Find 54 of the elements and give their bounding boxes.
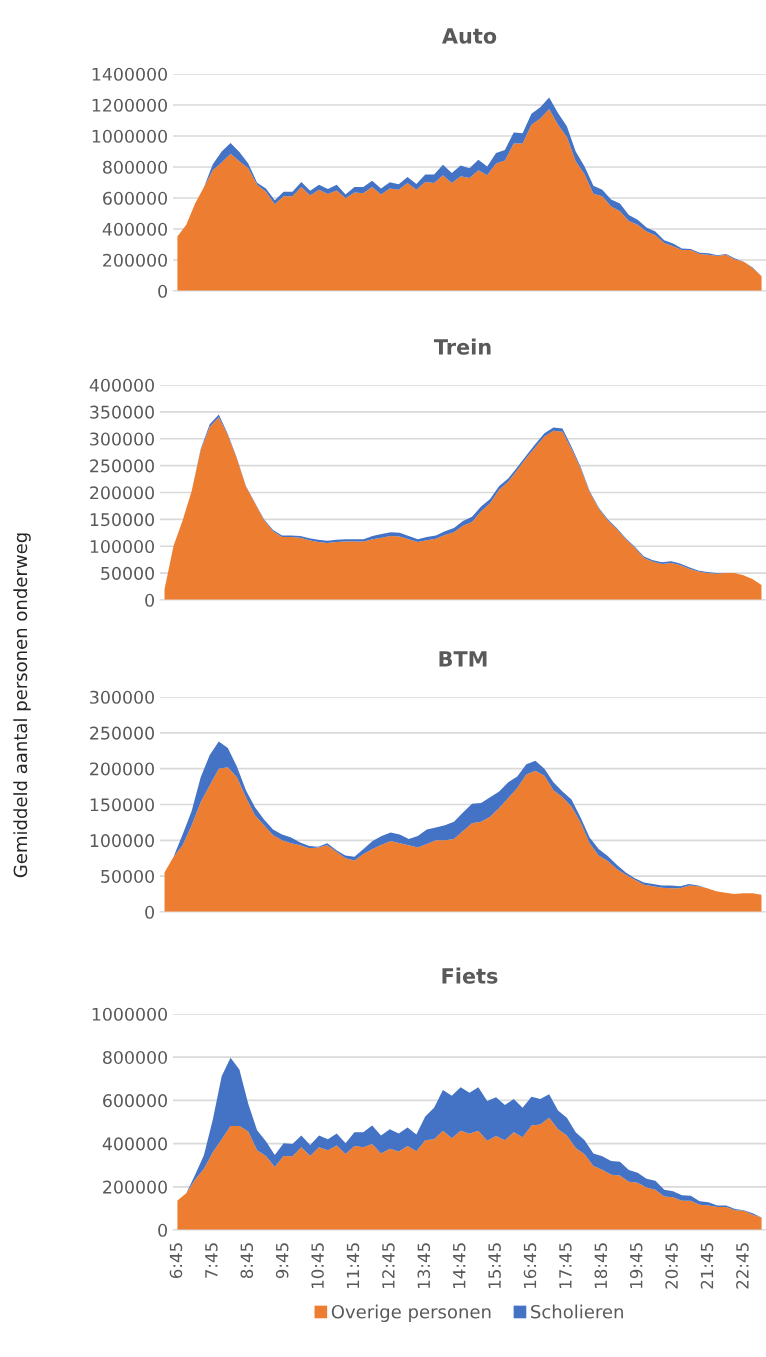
y-tick-label: 50000 [101,566,154,580]
y-tick-label: 400000 [102,1137,167,1151]
x-tick-label: 21:45 [700,1243,714,1289]
y-tick-label: 0 [145,593,154,607]
y-tick-label: 250000 [90,459,154,473]
y-tick-label: 150000 [90,513,154,527]
y-tick-label: 600000 [103,191,167,205]
y-tick-label: 200000 [90,762,154,776]
x-tick-label: 18:45 [594,1243,608,1289]
chart-title: Fiets [442,967,498,984]
y-axis-title: Gemiddeld aantal personen onderweg [13,533,31,878]
y-tick-label: 200000 [90,486,154,500]
y-tick-label: 250000 [90,726,154,740]
y-tick-label: 0 [158,284,167,298]
y-tick-label: 1200000 [92,98,167,112]
x-tick-label: 14:45 [453,1243,466,1289]
y-tick-label: 100000 [90,834,154,848]
x-tick-label: 12:45 [382,1243,395,1289]
y-tick-label: 400000 [102,222,167,236]
x-tick-label: 13:45 [417,1243,431,1289]
chart-title: Trein [433,338,491,355]
y-tick-label: 1400000 [92,67,167,81]
legend-label: Scholieren [531,1304,623,1319]
y-tick-label: 0 [158,1223,167,1237]
x-tick-label: 11:45 [346,1243,360,1289]
x-tick-label: 7:45 [205,1243,218,1278]
y-tick-label: 200000 [103,253,167,267]
x-tick-label: 6:45 [169,1243,183,1279]
x-tick-label: 9:45 [275,1243,289,1279]
y-tick-label: 100000 [90,539,154,554]
y-tick-label: 600000 [103,1094,167,1108]
x-tick-label: 17:45 [559,1243,572,1289]
legend-label: Overige personen [331,1304,491,1323]
y-tick-label: 50000 [101,869,154,884]
x-tick-label: 15:45 [488,1243,501,1289]
x-tick-label: 19:45 [629,1243,643,1289]
chart-title: BTM [439,651,487,667]
y-tick-label: 400000 [89,378,154,392]
x-tick-label: 8:45 [240,1243,254,1279]
y-tick-label: 0 [145,905,154,919]
y-tick-label: 300000 [90,690,154,704]
x-tick-label: 16:45 [523,1243,537,1289]
y-tick-label: 1000000 [92,129,167,143]
x-tick-label: 20:45 [665,1243,678,1289]
x-tick-label: 10:45 [311,1243,324,1289]
y-tick-label: 1000000 [92,1007,167,1021]
y-tick-label: 150000 [90,798,154,812]
y-tick-label: 800000 [103,160,167,174]
chart-title: Auto [441,28,497,44]
y-tick-label: 200000 [103,1180,167,1194]
y-tick-label: 300000 [90,432,154,446]
y-tick-label: 800000 [103,1050,167,1065]
x-tick-label: 22:45 [736,1243,749,1289]
y-tick-label: 350000 [90,405,154,419]
